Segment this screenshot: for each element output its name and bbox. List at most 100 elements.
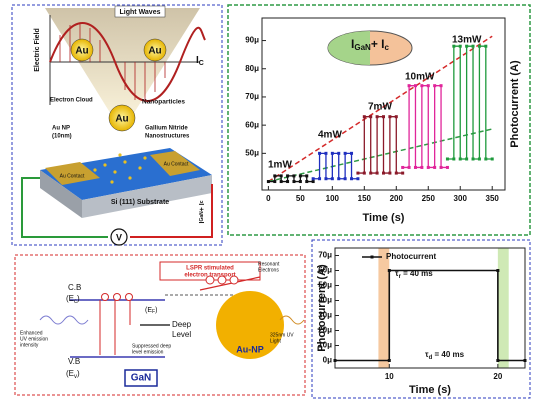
diagram-label: Au (115, 114, 128, 125)
y-tick-label: 90μ (245, 36, 259, 45)
y-tick-label: 20μ (318, 326, 332, 335)
trend-line (268, 128, 493, 183)
shaded-span (378, 248, 390, 368)
series-line (447, 45, 493, 160)
diagram-label: Enhanced (20, 330, 43, 336)
diagram-label: Gallium Nitride (145, 126, 188, 132)
series-marker (382, 115, 385, 119)
series-marker (273, 174, 277, 178)
diagram-label: ) (77, 294, 80, 303)
panel-border (227, 4, 531, 236)
inset-label: IGaN+ Ic (351, 37, 389, 52)
annotation-part: = 40 ms (432, 350, 464, 359)
x-tick-label: 100 (326, 194, 340, 203)
series-marker (420, 84, 424, 88)
x-tick-label: 200 (390, 194, 404, 203)
annotation-part: τ (425, 350, 429, 359)
series-marker (433, 84, 437, 88)
diagram-label: Electron Cloud (50, 98, 93, 104)
x-tick-label: 150 (358, 194, 372, 203)
series-marker (394, 115, 398, 119)
x-axis-label: Time (s) (409, 384, 451, 396)
inset-half (328, 31, 370, 65)
band-diagram (39, 261, 305, 387)
series-line (402, 85, 448, 169)
diagram-label: Electrons (258, 267, 279, 273)
series-marker (333, 359, 337, 362)
annotation-part: d (429, 355, 433, 361)
y-tick-label: 70μ (245, 92, 259, 101)
series-marker (279, 180, 283, 184)
annotation-part: τ (395, 269, 399, 278)
y-tick-label: 60μ (245, 120, 259, 129)
series-marker (477, 157, 481, 161)
series-marker (465, 44, 469, 48)
series-marker (477, 44, 481, 48)
shaded-span (497, 248, 509, 368)
diagram-label: Electric Field (34, 28, 41, 72)
y-tick-label: 60μ (318, 266, 332, 275)
series-marker (305, 174, 309, 178)
diagram-label: Level (172, 330, 191, 339)
series-marker (426, 165, 430, 169)
annotation: τr = 40 ms (395, 269, 433, 279)
y-axis-label: Photocurrent (A) (316, 264, 328, 352)
series-marker (318, 177, 322, 181)
diagram-label: IGaN+ Ic (199, 200, 206, 223)
series-marker (458, 44, 462, 48)
y-axis-label: Photocurrent (A) (509, 60, 521, 148)
y-tick-label: 10μ (318, 341, 332, 350)
inset-label-part: GaN (354, 43, 371, 52)
series-label: 7mW (368, 102, 392, 113)
y-tick-label: 30μ (318, 311, 332, 320)
diagram-label: Au Contact (60, 173, 85, 179)
series-marker (369, 171, 373, 175)
series-marker (439, 165, 443, 169)
series-marker (350, 177, 354, 181)
diagram-label: Au NP (52, 126, 70, 132)
series-marker (375, 115, 379, 119)
diagram-label: I (196, 55, 199, 66)
legend-label: Photocurrent (386, 252, 437, 261)
annotation-part: r (399, 274, 402, 280)
trend-line (267, 35, 493, 183)
series-line (335, 269, 525, 362)
diagram-label: c (199, 200, 205, 203)
x-axis-label: Time (s) (363, 212, 405, 224)
diagram-label: c (74, 299, 77, 305)
y-tick-label: 50μ (318, 281, 332, 290)
diagram-label: Suppressed deep (132, 343, 171, 349)
diagram-label: electron transport (184, 273, 235, 279)
diagram-label: (E (66, 294, 74, 303)
x-tick-label: 10 (385, 372, 394, 381)
inset-label-part: I (351, 37, 354, 51)
series-marker (496, 359, 500, 362)
series-marker (445, 157, 449, 161)
series-marker (292, 180, 296, 184)
series-marker (452, 44, 456, 48)
diagram-label: Au-NP (236, 344, 264, 354)
diagram-label: Nanostructures (145, 134, 190, 140)
diagram-label: V.B (68, 357, 80, 366)
diagram-label: (EF) (145, 307, 157, 315)
diagram-label: v (74, 374, 77, 380)
diagram-label: Au (75, 46, 88, 57)
y-tick-label: 50μ (245, 148, 259, 157)
series-marker (286, 180, 290, 184)
series-marker (458, 157, 462, 161)
series-marker (388, 115, 392, 119)
series-marker (401, 171, 405, 175)
diagram-label: LSPR stimulated (186, 266, 234, 272)
diagram-label: level emission (132, 349, 164, 355)
series-label: 13mW (452, 35, 482, 46)
series-marker (387, 269, 391, 272)
diagram-label: UV emission (20, 336, 48, 342)
diagram-label: I (199, 222, 206, 224)
series-marker (407, 165, 411, 169)
diagram-label: 325nm UV (270, 332, 294, 338)
diagram-label: + I (199, 203, 206, 211)
series-marker (426, 84, 430, 88)
plot-frame (334, 247, 526, 369)
series-marker (388, 171, 392, 175)
diagram-label: Deep (172, 320, 192, 329)
